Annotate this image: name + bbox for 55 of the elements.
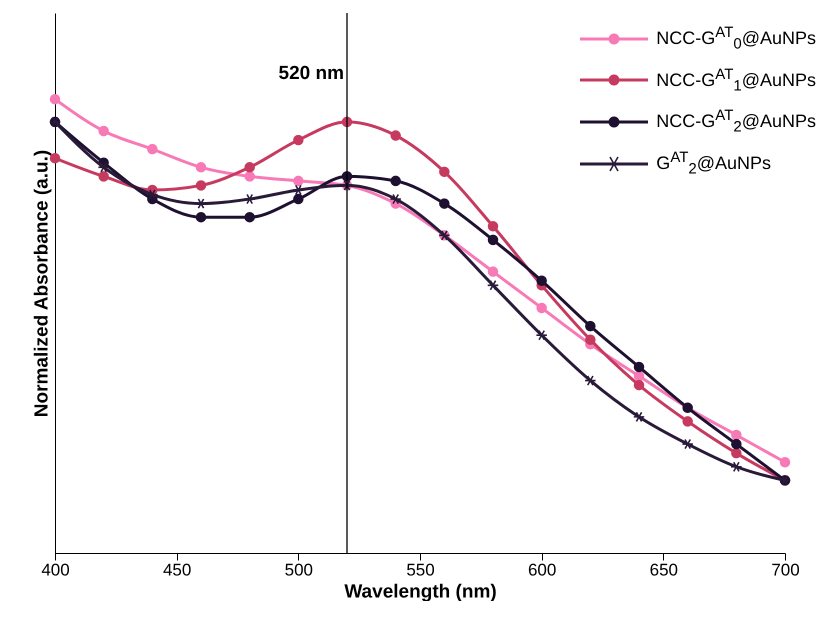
point: [488, 266, 498, 277]
point: [196, 162, 206, 173]
point: [50, 94, 60, 104]
x-tick-label: 450: [162, 560, 192, 580]
point: [731, 438, 742, 450]
legend-label: NCC-G$^{AT}$$_{0}$@AuNPs: [656, 23, 816, 55]
ref-line-label: 520 nm: [278, 63, 344, 84]
point: [292, 184, 304, 196]
point: [731, 448, 742, 458]
point: [293, 134, 304, 146]
point: [585, 334, 596, 345]
point: [439, 198, 450, 209]
point: [390, 130, 401, 141]
point: [244, 162, 255, 173]
point: [98, 162, 110, 173]
x-tick-label: 700: [771, 560, 800, 580]
point: [730, 461, 742, 472]
point: [293, 176, 304, 186]
point: [536, 302, 547, 314]
point: [98, 126, 109, 136]
point: [731, 430, 742, 440]
point: [196, 180, 206, 191]
legend-label: NCC-G$^{AT}$$_{2}$@AuNPs: [656, 106, 816, 138]
x-tick-label: 500: [284, 560, 314, 580]
point: [682, 416, 693, 427]
point: [486, 280, 500, 291]
point: [536, 330, 548, 341]
point: [98, 171, 109, 182]
point: [439, 166, 450, 178]
x-tick-label: 400: [41, 560, 70, 580]
point: [584, 375, 596, 386]
point: [488, 234, 498, 246]
legend-label: NCC-G$^{AT}$$_{1}$@AuNPs: [656, 64, 816, 96]
point: [390, 176, 401, 186]
x-tick-label: 550: [406, 560, 435, 580]
point: [244, 194, 256, 204]
point: [244, 171, 255, 182]
x-tick-label: 600: [528, 560, 556, 580]
y-axis-title: Normalized Absorbance (a.u.): [32, 150, 52, 418]
point: [536, 275, 547, 286]
legend-label: G$^{AT}$$_{2}$@AuNPs: [656, 148, 772, 180]
point: [488, 221, 498, 232]
point: [390, 194, 402, 204]
point: [585, 320, 596, 332]
point: [780, 457, 790, 468]
point: [634, 380, 644, 390]
point: [634, 362, 644, 372]
point: [147, 144, 158, 154]
point: [293, 194, 304, 204]
point: [146, 189, 158, 200]
point: [196, 212, 206, 222]
point: [632, 412, 646, 422]
point: [244, 212, 255, 222]
point: [682, 438, 694, 450]
x-tick-label: 650: [650, 560, 678, 580]
